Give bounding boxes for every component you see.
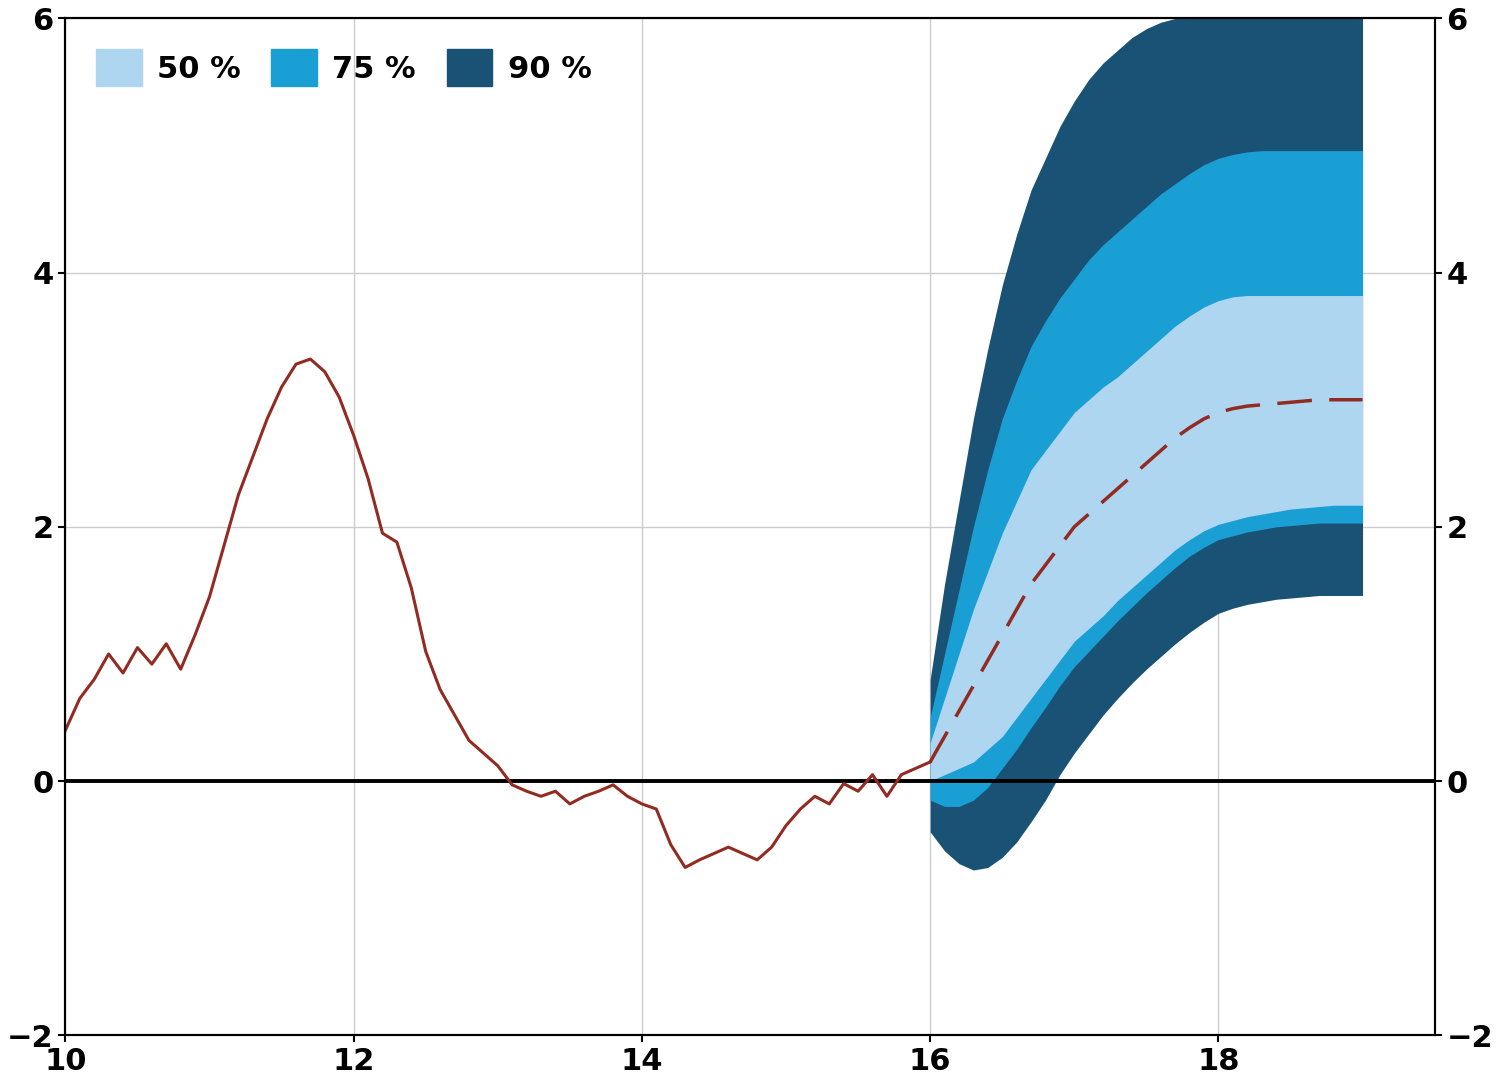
Legend: 50 %, 75 %, 90 %: 50 %, 75 %, 90 % [81, 34, 608, 102]
